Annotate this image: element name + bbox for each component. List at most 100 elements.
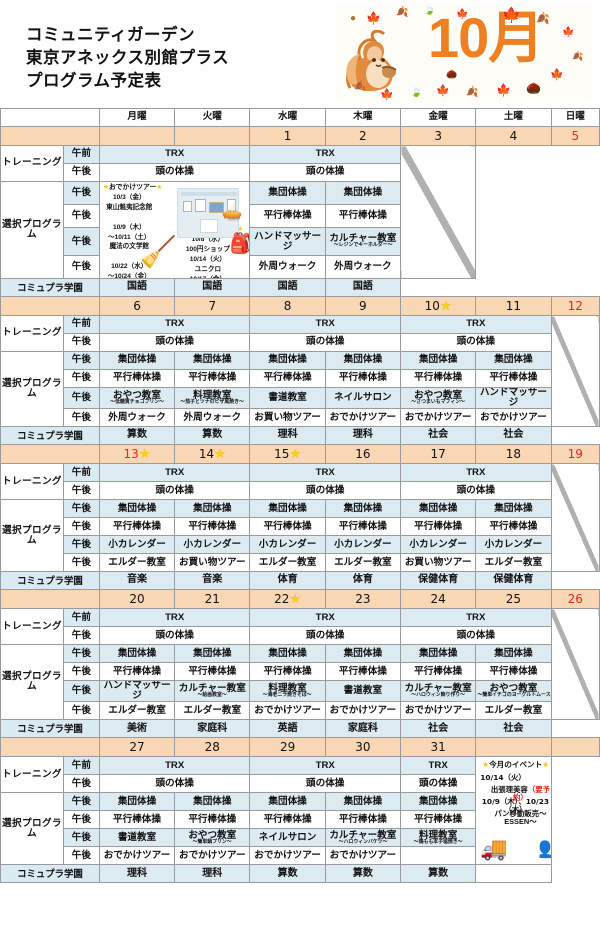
elective-cell[interactable]: 集団体操 bbox=[249, 180, 326, 206]
elective-cell[interactable]: 集団体操 bbox=[98, 792, 176, 812]
elective-cell[interactable]: 小カレンダー bbox=[249, 535, 326, 555]
elective-cell[interactable]: 平行棒体操 bbox=[475, 517, 552, 537]
elective-cell[interactable]: 集団体操 bbox=[249, 792, 326, 812]
elective-cell[interactable]: 平行棒体操 bbox=[324, 517, 402, 537]
elective-cell[interactable]: おでかけツアー bbox=[249, 846, 326, 866]
elective-cell[interactable]: 集団体操 bbox=[324, 180, 402, 206]
elective-cell[interactable]: 集団体操 bbox=[174, 351, 251, 370]
elective-cell[interactable]: おでかけツアー bbox=[399, 408, 477, 428]
elective-cell[interactable]: おやつ教室 〜低糖質チョコプリン〜 bbox=[98, 386, 176, 410]
elective-cell[interactable]: 集団体操 bbox=[475, 644, 552, 664]
elective-cell[interactable]: 平行棒体操 bbox=[174, 810, 251, 830]
elective-cell[interactable]: 集団体操 bbox=[249, 644, 326, 664]
elective-cell[interactable]: 平行棒体操 bbox=[249, 204, 326, 229]
elective-cell[interactable]: 集団体操 bbox=[324, 792, 402, 812]
elective-cell[interactable]: 平行棒体操 bbox=[399, 517, 477, 537]
elective-cell[interactable]: 外周ウォーク bbox=[174, 408, 251, 428]
elective-cell[interactable]: ハンドマッサージ bbox=[98, 680, 176, 703]
elective-cell[interactable]: エルダー教室 bbox=[475, 553, 552, 573]
elective-cell[interactable]: 小カレンダー bbox=[98, 535, 176, 555]
elective-cell[interactable]: 外周ウォーク bbox=[249, 254, 326, 280]
elective-cell[interactable]: ハンドマッサージ bbox=[475, 386, 552, 410]
elective-cell[interactable]: お買い物ツアー bbox=[399, 553, 477, 573]
elective-cell[interactable]: 集団体操 bbox=[324, 499, 402, 519]
elective-cell[interactable]: 集団体操 bbox=[399, 351, 477, 370]
elective-cell[interactable]: 平行棒体操 bbox=[249, 369, 326, 388]
elective-cell[interactable]: おでかけツアー bbox=[324, 701, 402, 721]
elective-cell[interactable]: 集団体操 bbox=[475, 499, 552, 519]
elective-cell[interactable]: 平行棒体操 bbox=[324, 810, 402, 830]
elective-cell[interactable]: 平行棒体操 bbox=[174, 662, 251, 682]
elective-cell[interactable]: お買い物ツアー bbox=[249, 408, 326, 428]
elective-cell[interactable]: 小カレンダー bbox=[399, 535, 477, 555]
elective-cell[interactable]: 集団体操 bbox=[324, 644, 402, 664]
elective-cell[interactable]: カルチャー教室 〜レジンでキーホルダー〜 bbox=[324, 227, 402, 256]
elective-cell[interactable]: おやつ教室 〜簡単鍋プリン〜 bbox=[174, 828, 251, 848]
elective-cell[interactable]: 集団体操 bbox=[249, 499, 326, 519]
elective-cell[interactable]: ネイルサロン bbox=[324, 386, 402, 410]
elective-cell[interactable]: 平行棒体操 bbox=[324, 662, 402, 682]
elective-cell[interactable]: 料理教室 〜鶏もも本子塩焼き〜 bbox=[399, 828, 477, 848]
elective-cell[interactable]: おでかけツアー bbox=[399, 701, 477, 721]
elective-cell[interactable]: エルダー教室 bbox=[98, 553, 176, 573]
elective-cell[interactable]: 平行棒体操 bbox=[98, 369, 176, 388]
elective-cell[interactable]: 小カレンダー bbox=[174, 535, 251, 555]
elective-cell[interactable]: 集団体操 bbox=[174, 499, 251, 519]
elective-cell[interactable]: 小カレンダー bbox=[324, 535, 402, 555]
elective-cell[interactable]: エルダー教室 bbox=[475, 701, 552, 721]
elective-cell[interactable]: 集団体操 bbox=[399, 644, 477, 664]
elective-cell[interactable]: 外周ウォーク bbox=[98, 408, 176, 428]
elective-cell[interactable]: 平行棒体操 bbox=[249, 810, 326, 830]
elective-cell[interactable]: 集団体操 bbox=[174, 792, 251, 812]
elective-cell[interactable]: 平行棒体操 bbox=[98, 662, 176, 682]
elective-cell[interactable]: 料理教室 〜茄子とツナのピザ風焼き〜 bbox=[174, 386, 251, 410]
elective-cell[interactable]: 平行棒体操 bbox=[98, 810, 176, 830]
elective-cell[interactable]: 平行棒体操 bbox=[98, 517, 176, 537]
elective-cell[interactable]: 平行棒体操 bbox=[399, 662, 477, 682]
elective-cell[interactable]: 平行棒体操 bbox=[249, 517, 326, 537]
elective-cell[interactable]: 平行棒体操 bbox=[475, 369, 552, 388]
elective-cell[interactable]: 集団体操 bbox=[98, 499, 176, 519]
elective-cell[interactable]: おでかけツアー bbox=[324, 408, 402, 428]
elective-cell[interactable]: 集団体操 bbox=[98, 351, 176, 370]
elective-cell[interactable]: 平行棒体操 bbox=[399, 369, 477, 388]
elective-cell[interactable]: 平行棒体操 bbox=[475, 662, 552, 682]
elective-cell[interactable]: 平行棒体操 bbox=[174, 369, 251, 388]
elective-cell[interactable] bbox=[399, 846, 477, 866]
elective-cell[interactable]: おやつ教室 〜簡単イチゴのヨーグルトムース〜 bbox=[475, 680, 552, 703]
tour-info-cell[interactable]: ★おでかけツアー★ 10/3（金） 東山魁夷記念館 10/9（木） 〜10/11（… bbox=[98, 181, 251, 279]
elective-cell[interactable]: 集団体操 bbox=[324, 351, 402, 370]
elective-cell[interactable]: 書道教室 bbox=[324, 680, 402, 703]
elective-cell[interactable]: 集団体操 bbox=[475, 351, 552, 370]
elective-cell[interactable]: 平行棒体操 bbox=[249, 662, 326, 682]
elective-cell[interactable]: エルダー教室 bbox=[98, 701, 176, 721]
elective-cell[interactable]: エルダー教室 bbox=[174, 701, 251, 721]
elective-cell[interactable]: 集団体操 bbox=[399, 499, 477, 519]
elective-cell[interactable]: 外周ウォーク bbox=[324, 254, 402, 280]
elective-cell[interactable]: 平行棒体操 bbox=[174, 517, 251, 537]
elective-cell[interactable]: 平行棒体操 bbox=[324, 369, 402, 388]
elective-cell[interactable]: カルチャー教室 〜ハロウィンバケツ〜 bbox=[324, 828, 402, 848]
elective-cell[interactable]: ネイルサロン bbox=[249, 828, 326, 848]
elective-cell[interactable]: エルダー教室 bbox=[324, 553, 402, 573]
elective-cell[interactable]: 集団体操 bbox=[399, 792, 477, 812]
elective-cell[interactable]: おでかけツアー bbox=[174, 846, 251, 866]
elective-cell[interactable]: カルチャー教室 〜絵画教室〜 bbox=[174, 680, 251, 703]
elective-cell[interactable]: おでかけツアー bbox=[475, 408, 552, 428]
elective-cell[interactable]: ハンドマッサージ bbox=[249, 227, 326, 256]
elective-cell[interactable]: 集団体操 bbox=[174, 644, 251, 664]
elective-cell[interactable]: おでかけツアー bbox=[249, 701, 326, 721]
elective-cell[interactable]: 平行棒体操 bbox=[324, 204, 402, 229]
elective-cell[interactable]: おでかけツアー bbox=[324, 846, 402, 866]
elective-cell[interactable]: 料理教室 〜海老ニラ焼きそば〜 bbox=[249, 680, 326, 703]
elective-cell[interactable]: お買い物ツアー bbox=[174, 553, 251, 573]
elective-cell[interactable]: 小カレンダー bbox=[475, 535, 552, 555]
elective-cell[interactable]: カルチャー教室 〜ハロウィン飾り作り〜 bbox=[399, 680, 477, 703]
elective-cell[interactable]: 書道教室 bbox=[98, 828, 176, 848]
elective-cell[interactable]: 集団体操 bbox=[249, 351, 326, 370]
elective-cell[interactable]: エルダー教室 bbox=[249, 553, 326, 573]
elective-cell[interactable]: おやつ教室 〜さつまいもマフィン〜 bbox=[399, 386, 477, 410]
elective-cell[interactable]: 平行棒体操 bbox=[399, 810, 477, 830]
elective-cell[interactable]: 書道教室 bbox=[249, 386, 326, 410]
elective-cell[interactable]: おでかけツアー bbox=[98, 846, 176, 866]
